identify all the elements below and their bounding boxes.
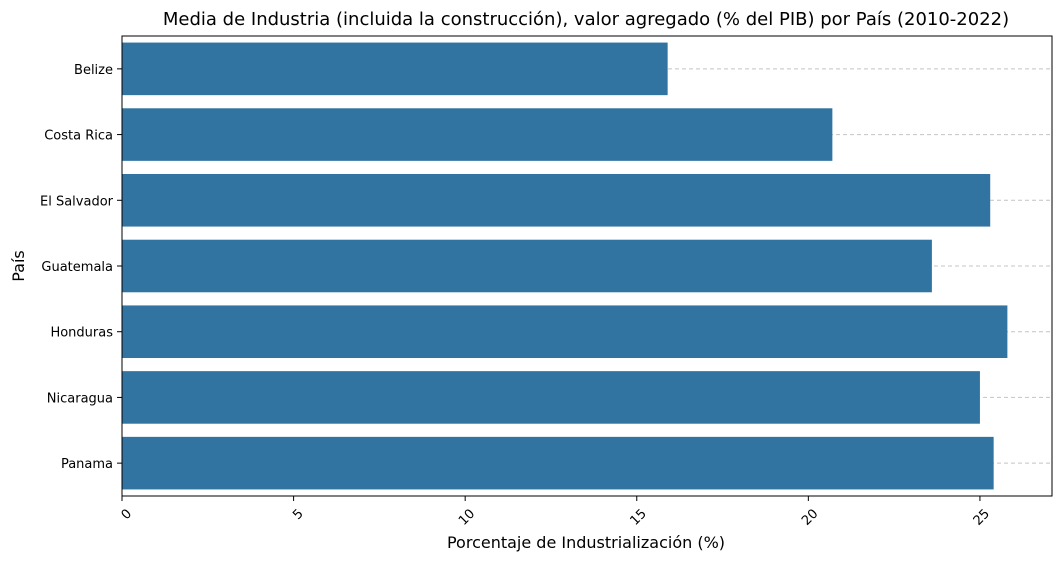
y-tick-label: Honduras — [50, 326, 113, 341]
y-tick-label: Nicaragua — [47, 391, 113, 406]
bar-el-salvador — [122, 174, 991, 227]
y-tick-label: Panama — [61, 457, 113, 472]
x-axis-label: Porcentaje de Industrialización (%) — [447, 533, 725, 552]
chart-title: Media de Industria (incluida la construc… — [163, 9, 1009, 30]
x-tick-label: 10 — [456, 506, 478, 528]
bar-costa-rica — [122, 108, 833, 161]
bar-honduras — [122, 305, 1008, 358]
bar-nicaragua — [122, 371, 980, 424]
bar-panama — [122, 436, 994, 490]
x-axis-ticks: 0 5 10 15 20 25 — [119, 496, 993, 529]
x-tick-label: 25 — [971, 506, 993, 528]
y-tick-label: El Salvador — [40, 194, 114, 209]
x-tick-label: 20 — [799, 506, 821, 528]
x-tick-label: 15 — [628, 506, 650, 528]
bars — [122, 42, 1008, 490]
y-tick-label: Guatemala — [41, 260, 113, 275]
y-axis-label: País — [9, 250, 28, 282]
x-tick-label: 5 — [290, 506, 306, 522]
y-tick-label: Belize — [74, 63, 113, 78]
x-tick-label: 0 — [119, 506, 135, 522]
bar-guatemala — [122, 239, 932, 293]
bar-belize — [122, 42, 668, 96]
y-tick-label: Costa Rica — [44, 129, 113, 144]
y-axis-ticks: Belize Costa Rica El Salvador Guatemala Hond… — [40, 63, 122, 472]
